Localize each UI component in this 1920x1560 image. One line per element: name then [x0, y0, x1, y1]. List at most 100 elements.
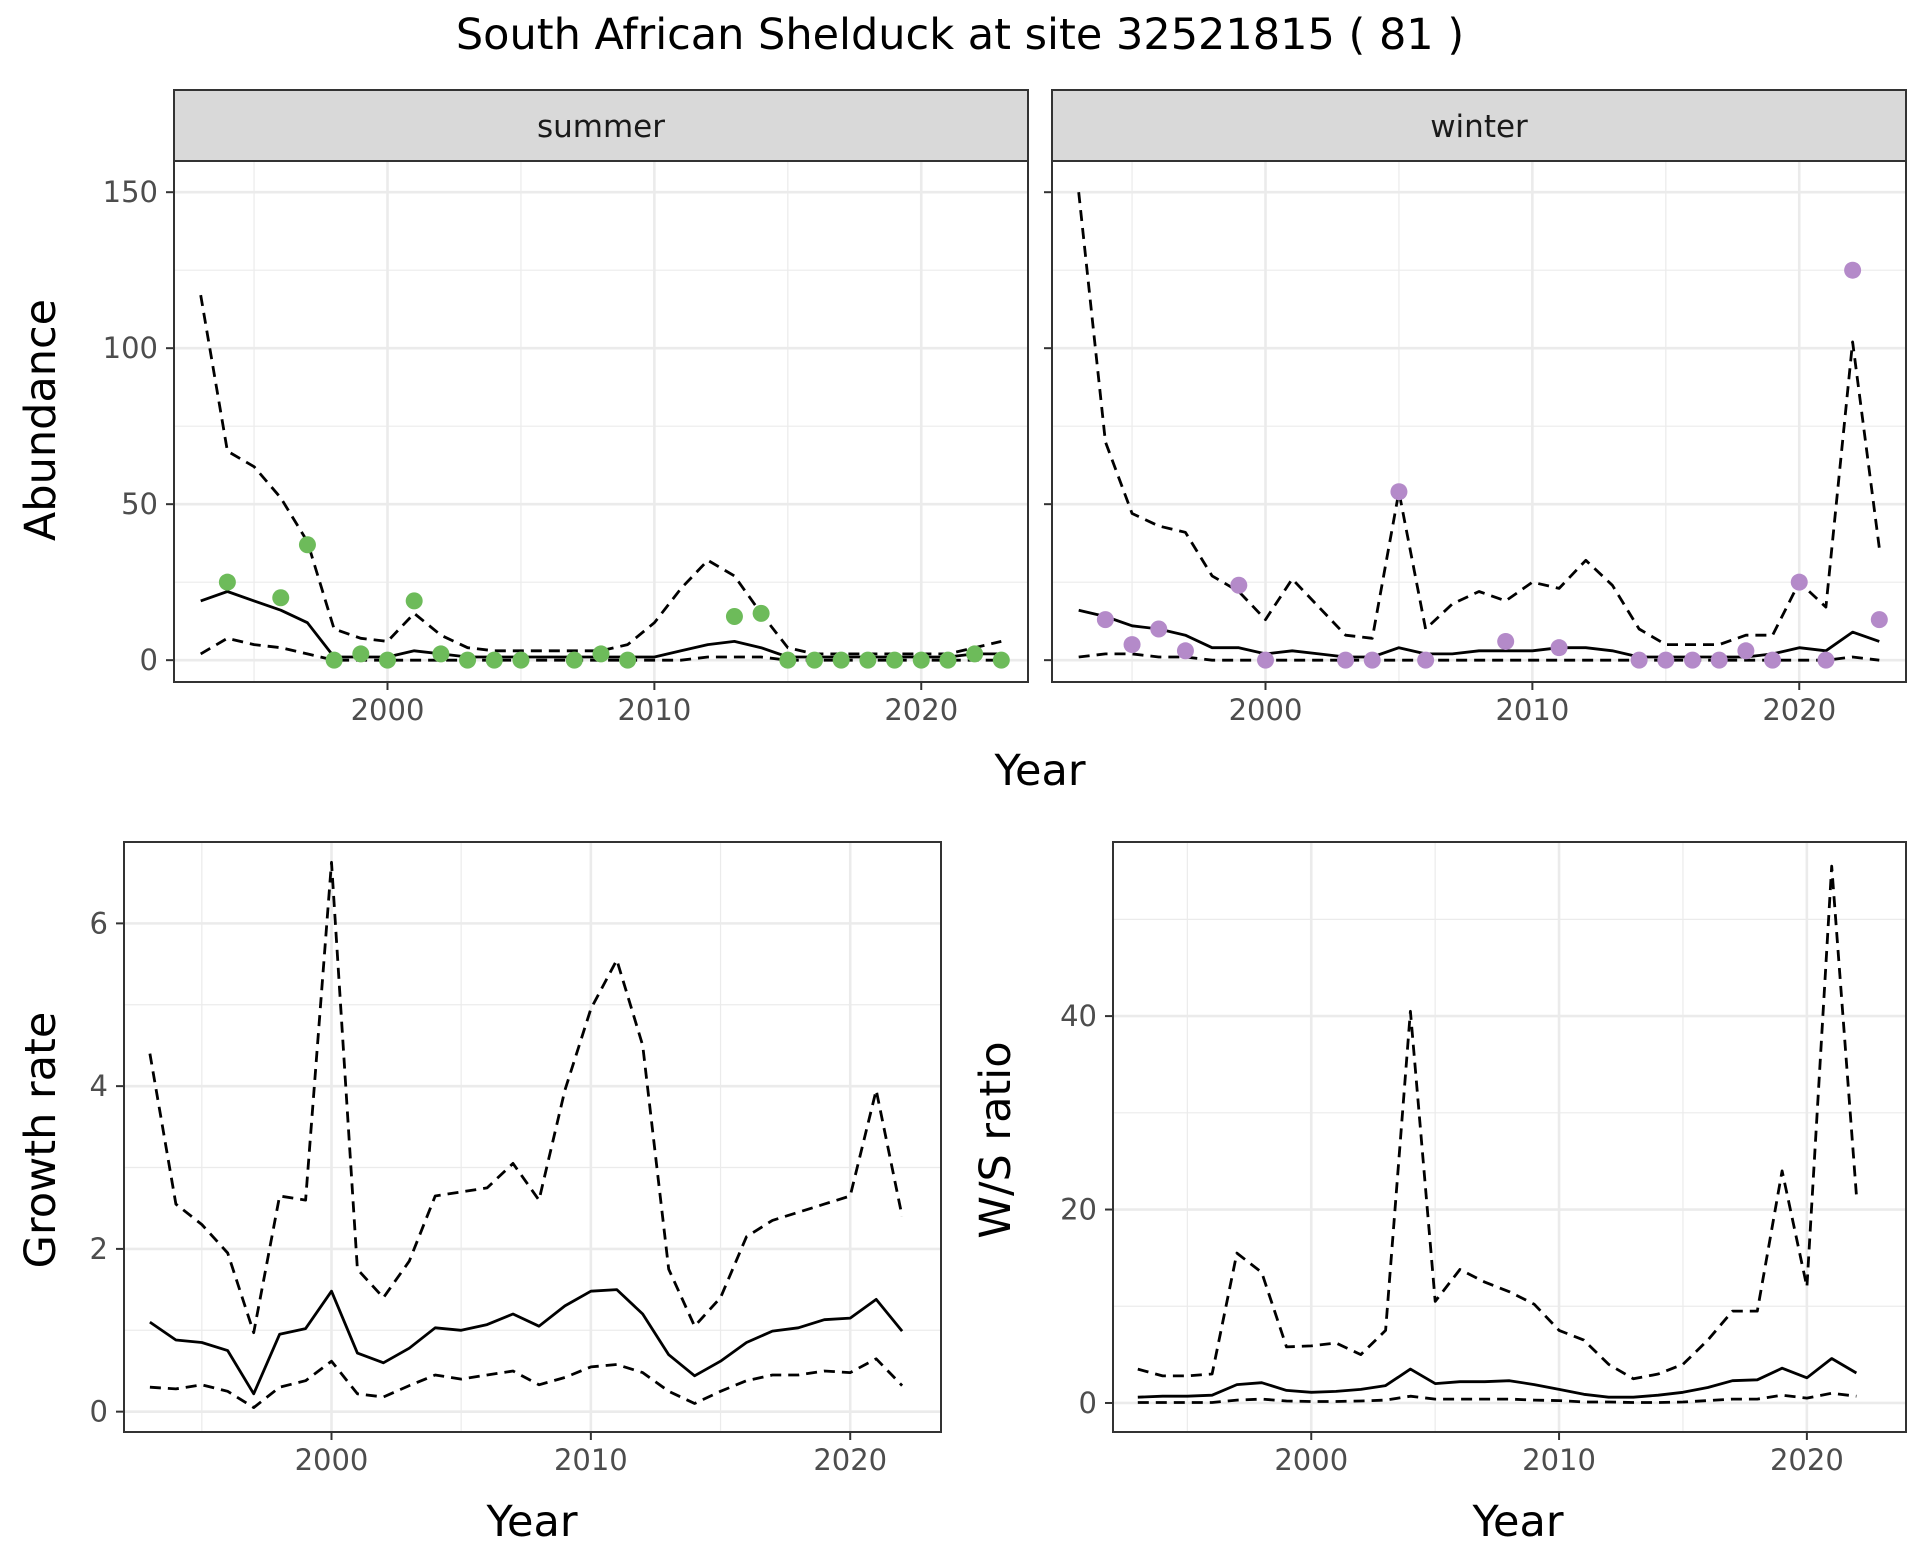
figure-title: South African Shelduck at site 32521815 …: [456, 10, 1464, 60]
ratio-y-tick-label: 20: [1060, 1193, 1097, 1227]
winter-data-point: [1844, 261, 1862, 279]
winter-data-point: [1817, 651, 1835, 669]
summer-data-point: [272, 589, 290, 607]
summer-y-tick-label: 150: [103, 175, 158, 209]
summer-strip: [173, 89, 1029, 162]
growth-x-tick-label: 2020: [813, 1443, 887, 1477]
top-y-axis-title: Abundance: [16, 299, 66, 541]
ratio-x-tick-label: 2010: [1522, 1443, 1596, 1477]
winter-data-point: [1337, 651, 1355, 669]
summer-data-point: [725, 607, 743, 625]
growth-series-bound-1-line: [148, 860, 904, 1335]
ratio-y-tick-label: 40: [1060, 999, 1097, 1033]
growth-y-tick-label: 0: [90, 1395, 108, 1429]
ratio-panel: 2000 2010 2020 0 20 40: [1060, 841, 1907, 1477]
winter-data-point: [1363, 651, 1381, 669]
summer-data-point: [886, 651, 904, 669]
ratio-panel-border: [1112, 841, 1907, 1433]
winter-data-point: [1257, 651, 1274, 669]
winter-data-point: [1684, 651, 1701, 669]
winter-data-point: [1790, 573, 1808, 591]
summer-data-point: [806, 651, 823, 669]
growth-y-axis-title: Growth rate: [16, 1012, 66, 1269]
winter-x-tick-label: 2010: [1495, 693, 1569, 727]
summer-data-point: [485, 651, 503, 669]
summer-data-point: [832, 651, 850, 669]
summer-data-point: [218, 573, 236, 591]
growth-y-tick-label: 2: [90, 1232, 108, 1266]
growth-plot-area: 2000 2010 2020 0 2 4 6: [90, 841, 942, 1477]
winter-data-point: [1764, 651, 1782, 669]
ratio-y-tick-label: 0: [1079, 1386, 1097, 1420]
top-x-axis-title: Year: [993, 746, 1085, 796]
growth-y-tick-label: 6: [90, 906, 108, 940]
winter-data-point: [1176, 642, 1194, 660]
growth-y-tick-label: 4: [90, 1069, 108, 1103]
summer-data-point: [592, 645, 610, 663]
growth-x-tick-label: 2000: [295, 1443, 369, 1477]
summer-data-point: [565, 651, 583, 669]
summer-panel-border: [173, 160, 1029, 683]
winter-data-point: [1737, 642, 1755, 660]
winter-data-point: [1096, 611, 1114, 629]
winter-series-bound-2-line: [1078, 652, 1880, 662]
summer-data-point: [298, 536, 316, 554]
summer-data-point: [859, 651, 877, 669]
winter-data-point: [1657, 651, 1675, 669]
growth-panel-background: [124, 842, 941, 1432]
summer-data-point: [325, 651, 343, 669]
summer-data-point: [432, 645, 450, 663]
winter-data-point: [1150, 620, 1168, 638]
winter-panel-background: [1052, 161, 1906, 682]
winter-panel: winter 2000 2010 2020: [1044, 89, 1907, 727]
ratio-series-estimate-line: [1137, 1357, 1858, 1399]
winter-data-point: [1417, 651, 1435, 669]
growth-series-bound-2-line: [149, 1357, 904, 1409]
summer-x-tick-label: 2010: [617, 693, 691, 727]
growth-panel: 2000 2010 2020 0 2 4 6: [90, 841, 942, 1477]
summer-data-point: [966, 645, 984, 663]
summer-panel: summer 2000 2010 2020 0 50 100 150: [103, 89, 1029, 727]
growth-panel-border: [123, 841, 942, 1433]
ratio-x-axis-title: Year: [1471, 1497, 1563, 1547]
growth-x-axis-title: Year: [485, 1497, 577, 1547]
summer-data-point: [912, 651, 930, 669]
winter-x-tick-label: 2000: [1229, 693, 1303, 727]
summer-data-point: [992, 651, 1010, 669]
winter-data-point: [1497, 632, 1515, 650]
summer-x-tick-label: 2020: [884, 693, 958, 727]
summer-data-point: [352, 645, 370, 663]
winter-data-point: [1230, 576, 1248, 594]
ratio-plot-area: 2000 2010 2020 0 20 40: [1060, 841, 1907, 1477]
winter-data-point: [1630, 651, 1648, 669]
summer-data-point: [512, 651, 530, 669]
winter-data-point: [1390, 483, 1408, 501]
winter-series-bound-1-line: [1077, 192, 1881, 646]
summer-data-point: [939, 651, 957, 669]
winter-data-point: [1550, 639, 1568, 657]
summer-y-tick-label: 0: [140, 643, 158, 677]
growth-series-estimate-line: [149, 1288, 904, 1396]
winter-data-point: [1710, 651, 1728, 669]
summer-data-point: [752, 604, 770, 622]
ratio-y-axis-title: W/S ratio: [971, 1041, 1021, 1238]
winter-plot-area: 2000 2010 2020: [1044, 160, 1907, 727]
summer-data-point: [619, 651, 637, 669]
summer-y-tick-label: 100: [103, 331, 158, 365]
growth-x-tick-label: 2010: [554, 1443, 628, 1477]
summer-data-point: [405, 592, 423, 610]
winter-strip-label: winter: [1430, 109, 1528, 145]
summer-plot-area: 2000 2010 2020 0 50 100 150: [103, 160, 1029, 727]
summer-panel-background: [174, 161, 1028, 682]
summer-strip-label: summer: [537, 109, 665, 145]
summer-data-point: [459, 651, 477, 669]
ratio-panel-background: [1113, 842, 1906, 1432]
winter-x-tick-label: 2020: [1762, 693, 1836, 727]
summer-data-point: [379, 651, 396, 669]
winter-data-point: [1870, 611, 1888, 629]
ratio-x-tick-label: 2020: [1770, 1443, 1844, 1477]
summer-data-point: [779, 651, 797, 669]
winter-data-point: [1123, 636, 1141, 654]
